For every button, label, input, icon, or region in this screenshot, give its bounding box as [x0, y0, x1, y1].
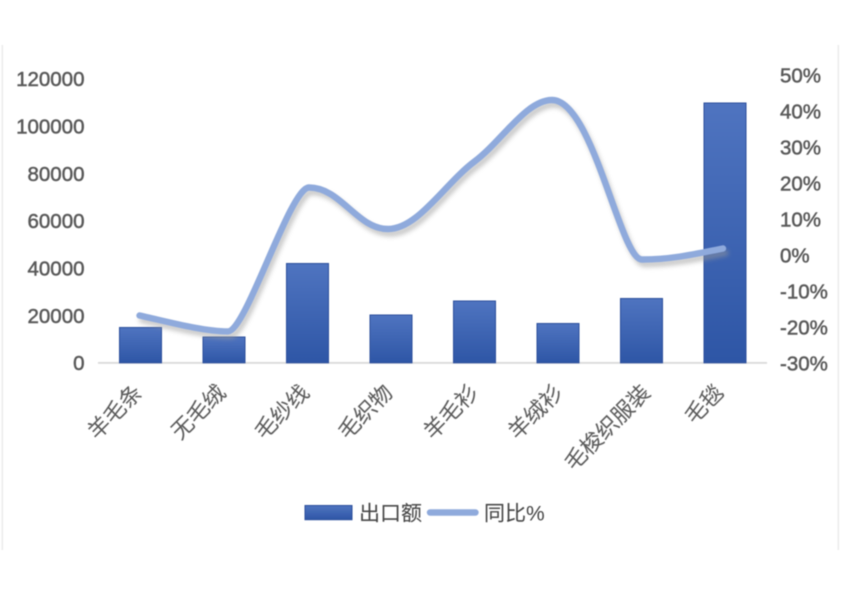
svg-text:60000: 60000: [27, 210, 84, 233]
svg-text:80000: 80000: [27, 163, 84, 186]
svg-text:10%: 10%: [780, 209, 821, 232]
svg-text:-10%: -10%: [780, 281, 828, 304]
svg-text:100000: 100000: [16, 116, 84, 139]
svg-text:20%: 20%: [780, 173, 821, 196]
svg-text:50%: 50%: [780, 65, 821, 88]
svg-text:-30%: -30%: [780, 353, 828, 376]
svg-text:%: %: [526, 503, 545, 526]
svg-text:20000: 20000: [27, 305, 84, 328]
svg-text:0%: 0%: [780, 245, 810, 268]
svg-text:-20%: -20%: [780, 317, 828, 340]
svg-text:40%: 40%: [780, 101, 821, 124]
svg-text:0: 0: [73, 352, 84, 375]
svg-text:30%: 30%: [780, 137, 821, 160]
svg-text:120000: 120000: [16, 68, 84, 91]
svg-text:40000: 40000: [27, 258, 84, 281]
